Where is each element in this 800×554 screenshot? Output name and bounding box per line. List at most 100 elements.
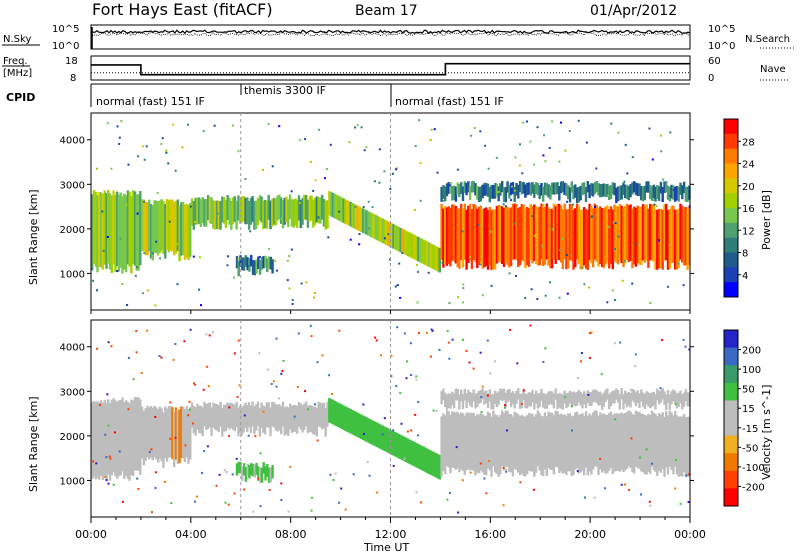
echo-cell [468,391,472,406]
echo-cell [501,181,504,193]
scatter-point [662,178,665,181]
scatter-point [462,283,465,286]
echo-cell [165,199,169,251]
echo-cell [666,209,670,270]
scatter-point [96,289,98,292]
echo-cell [379,217,383,243]
scatter-point [259,452,262,455]
scatter-point [275,337,278,340]
echo-cell [337,195,340,221]
scatter-point [198,256,201,259]
echo-cell [183,204,187,260]
echo-cell [107,190,110,264]
echo-cell [190,198,194,226]
echo-cell [613,182,616,196]
time-tick-label: 04:00 [175,528,207,541]
echo-cell [299,403,302,430]
echo-cell [611,390,614,404]
scatter-point [588,286,591,289]
echo-cell [257,256,260,269]
scatter-point [455,446,458,449]
echo-cell [256,401,260,427]
scatter-point [174,436,177,439]
scatter-point [576,376,579,379]
echo-cell [634,182,638,195]
echo-cell [481,414,484,473]
echo-cell [292,199,295,228]
scatter-point [135,266,138,269]
echo-cell [654,209,657,270]
echo-cell [545,416,548,476]
echo-cell [306,405,310,433]
scatter-point [640,493,642,496]
echo-cell [652,204,655,262]
echo-cell [670,391,673,405]
echo-cell [269,407,272,437]
echo-cell [420,445,424,471]
scatter-point [484,144,487,147]
echo-cell [624,390,627,404]
scatter-point [358,243,361,246]
echo-cell [297,195,301,221]
echo-cell [688,416,691,477]
scatter-point [243,414,246,417]
scatter-point [194,221,196,223]
echo-cell [650,392,654,407]
echo-cell [287,199,290,228]
cpid-panel: CPID normal (fast) 151 IF themis 3300 IF… [6,83,690,108]
scatter-point [102,249,105,252]
scatter-point [137,155,140,158]
echo-cell [217,200,220,230]
echo-cell [570,204,573,261]
scatter-point [486,394,489,397]
echo-cell [281,401,285,427]
scatter-point [270,383,273,385]
echo-cell [588,392,591,406]
echo-cell [105,402,108,481]
scatter-point [413,208,416,211]
slant-tick-label: 4000 [60,343,85,354]
scatter-point [380,354,382,357]
scatter-point [258,352,261,355]
echo-cell [567,209,570,269]
scatter-point [433,128,436,131]
colorbar-tick-label: -50 [742,443,758,454]
scatter-point [447,341,450,344]
scatter-point [438,348,441,351]
echo-cell [460,389,463,402]
echo-cell [94,191,97,267]
scatter-point [119,237,122,240]
echo-cell [561,414,564,474]
scatter-point [193,382,195,385]
echo-cell [656,209,659,270]
echo-cell [540,183,543,196]
echo-cell [290,199,294,227]
scatter-point [395,168,397,171]
echo-cell [99,400,103,477]
scatter-point [154,471,157,474]
echo-cell [239,405,242,434]
scatter-point [95,462,98,465]
scatter-point [577,119,580,122]
echo-cell [668,394,671,410]
echo-cell [538,413,541,471]
scatter-point [142,292,145,295]
echo-cell [269,200,272,230]
echo-cell [241,257,244,271]
scatter-point [406,360,408,363]
scatter-point [231,473,234,476]
colorbar-tick-label: 12 [742,226,755,237]
scatter-point [304,390,306,393]
scatter-point [473,127,476,129]
scatter-point [558,249,561,252]
echo-cell [467,181,470,193]
echo-cell [452,393,456,409]
scatter-point [648,500,651,503]
echo-cell [201,407,204,436]
echo-cell [372,421,376,446]
echo-cell [454,206,458,264]
echo-cell [419,444,422,470]
echo-cell [422,446,425,472]
echo-cell [219,200,222,230]
